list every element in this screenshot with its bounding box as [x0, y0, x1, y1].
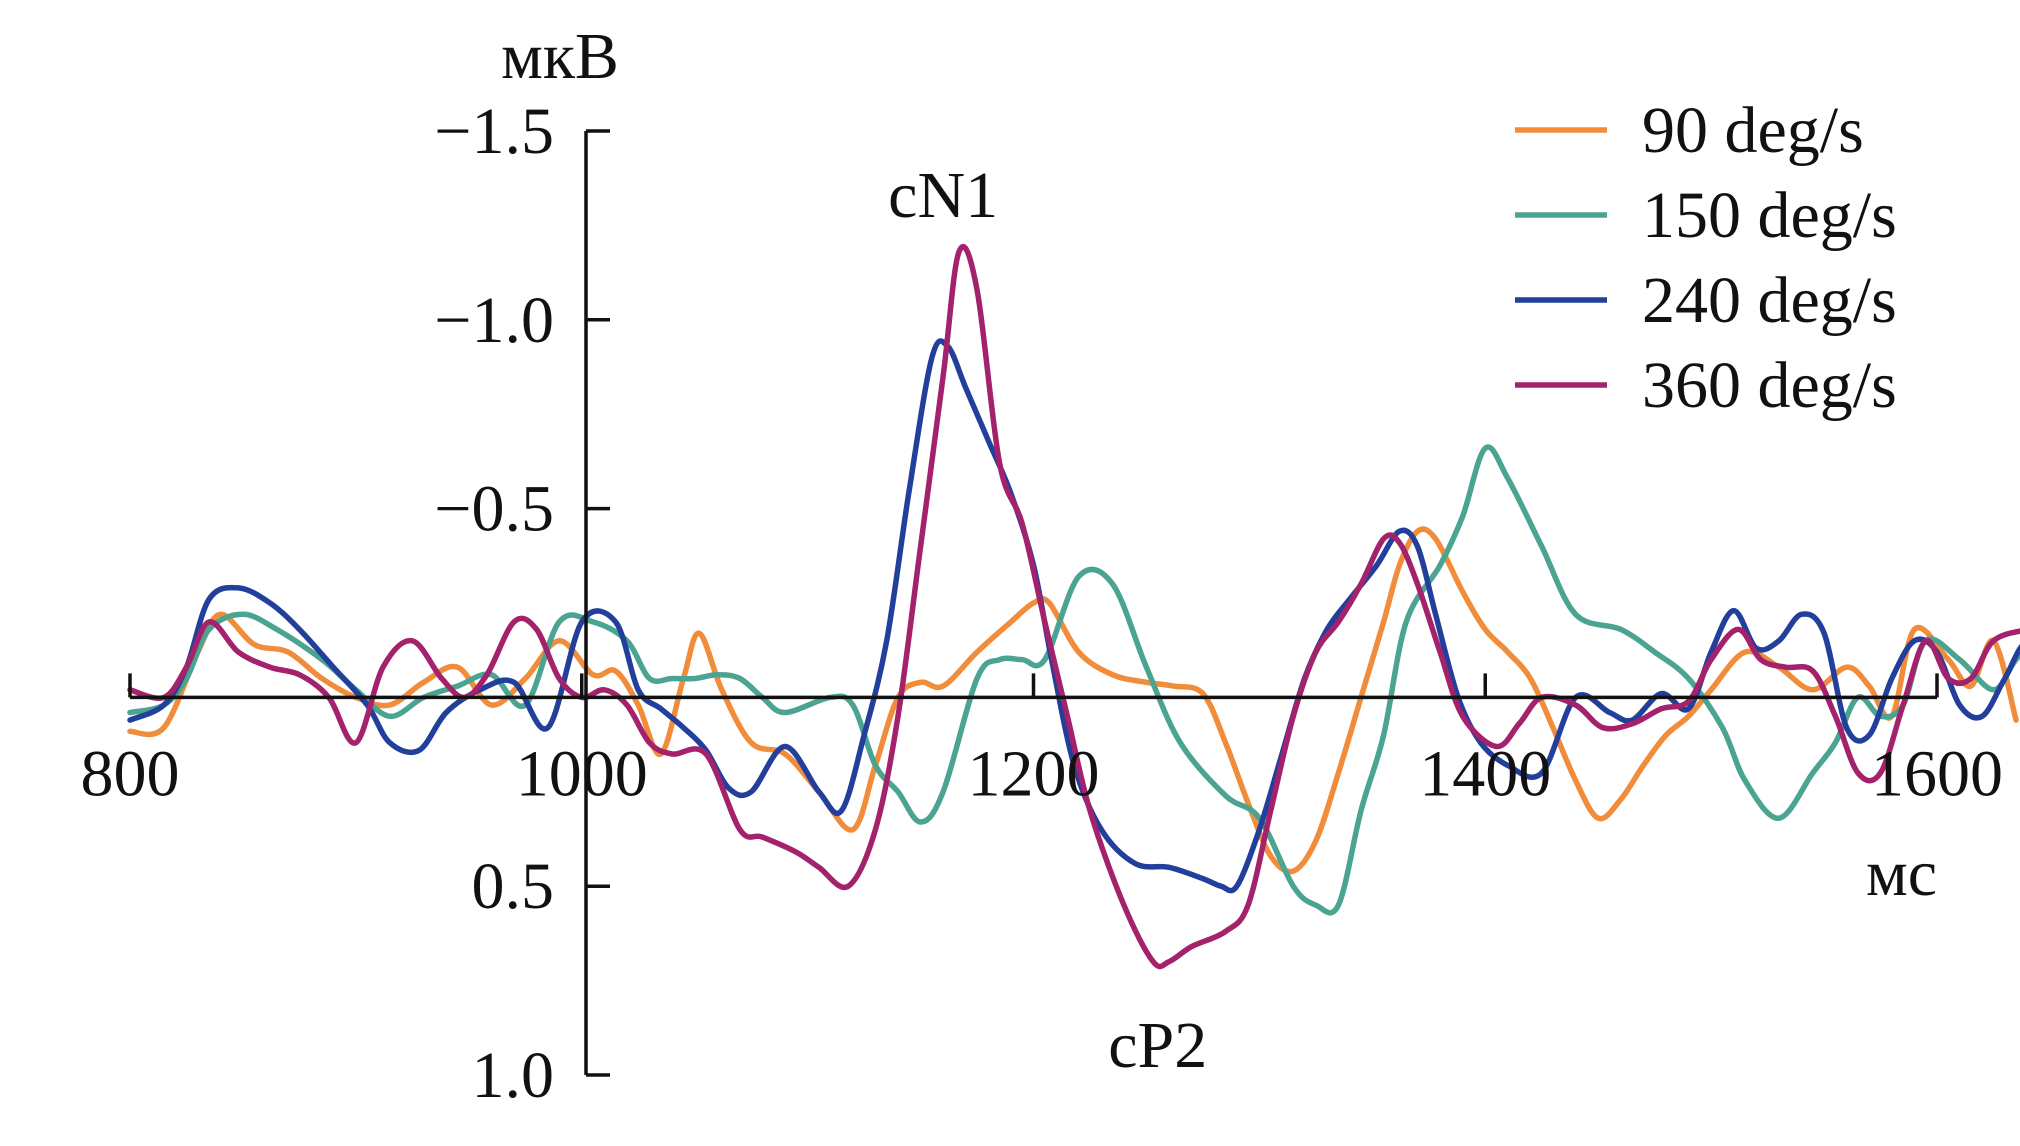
y-axis-title: мкВ	[501, 20, 619, 93]
y-tick-label: −0.5	[434, 473, 554, 546]
legend-label: 90 deg/s	[1642, 94, 1864, 167]
series-line-150-deg-s	[127, 444, 2020, 916]
y-tick-label: −1.5	[434, 95, 554, 168]
legend: 90 deg/s 150 deg/s 240 deg/s 360 deg/s	[1515, 94, 1897, 422]
series-line-90-deg-s	[127, 526, 2019, 875]
legend-label: 150 deg/s	[1642, 179, 1897, 252]
legend-label: 360 deg/s	[1642, 349, 1897, 422]
legend-label: 240 deg/s	[1642, 264, 1897, 337]
y-tick-label: −1.0	[434, 284, 554, 357]
tick-layer: 800 1000 1200 1400 1600 −1.5 −1.0 −0.5 0.5 1.0	[81, 95, 2004, 1112]
x-tick-label: 1200	[968, 737, 1100, 810]
annotation-cp2: cP2	[1108, 1009, 1207, 1082]
series-layer	[127, 243, 2020, 970]
y-tick-label: 1.0	[472, 1039, 555, 1112]
y-tick-label: 0.5	[472, 850, 555, 923]
x-tick-label: 800	[81, 737, 180, 810]
x-tick-label: 1400	[1419, 737, 1551, 810]
annotation-cn1: cN1	[888, 159, 998, 232]
series-line-240-deg-s	[127, 338, 2020, 894]
x-tick-label: 1600	[1871, 737, 2003, 810]
x-tick-label: 1000	[516, 737, 648, 810]
x-axis-title: мс	[1866, 837, 1937, 910]
series-line-360-deg-s	[127, 243, 2020, 970]
